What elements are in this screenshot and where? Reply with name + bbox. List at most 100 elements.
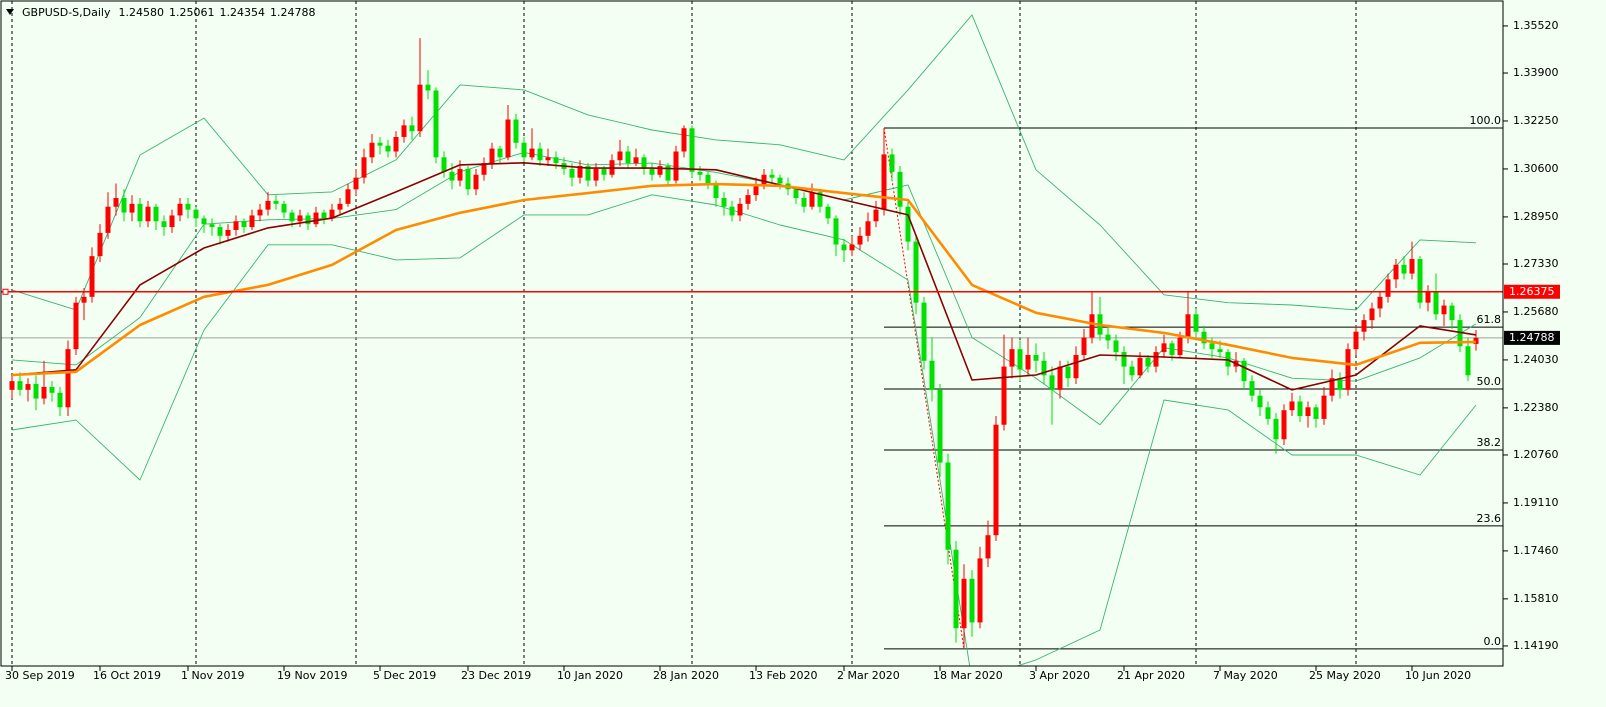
candle-body [817,192,823,207]
candle-body [825,206,831,219]
candle-body [897,171,903,207]
candle-body [1273,418,1279,440]
candle-body [801,198,807,207]
candle-body [993,424,999,536]
indicator-line [11,151,1477,426]
candle-body [673,151,679,181]
candle-body [257,209,263,216]
x-tick-label: 19 Nov 2019 [277,669,347,682]
candle-body [25,384,31,390]
candle-body [1169,343,1175,355]
candle-body [441,157,447,172]
candle-body [425,84,431,91]
candle-body [497,148,503,158]
candle-body [729,206,735,216]
candle-body [1337,378,1343,390]
candle-body [569,168,575,178]
candle-body [793,189,799,199]
candle-body [585,166,591,181]
candle-body [593,168,599,181]
candle-body [1265,407,1271,419]
x-tick-label: 13 Feb 2020 [749,669,817,682]
x-tick-label: 10 Jun 2020 [1405,669,1471,682]
candle-body [489,148,495,164]
candle-body [297,215,303,222]
x-tick-label: 2 Mar 2020 [837,669,900,682]
candle-body [633,157,639,164]
candle-body [929,360,935,390]
candle-body [545,157,551,161]
candle-body [1433,291,1439,315]
candle-body [33,384,39,399]
indicator-line [11,182,1477,377]
candle-body [81,296,87,303]
candle-body [1049,375,1055,390]
candle-body [1449,305,1455,321]
chart-title: GBPUSD-S,Daily [22,6,111,19]
y-tick-label: 1.14190 [1513,639,1559,652]
candle-body [921,302,927,361]
fib-level-label: 23.6 [1477,512,1502,525]
y-tick-label: 1.17460 [1513,544,1559,557]
level-marker [2,288,9,295]
candle-body [833,218,839,245]
candle-body [137,203,143,222]
candle-body [721,198,727,207]
candle-body [657,166,663,175]
quote-value: 1.24580 [119,6,165,19]
candle-body [865,221,871,236]
candle-body [193,209,199,219]
candle-body [1361,320,1367,332]
quote-value: 1.24788 [270,6,316,19]
quote-value: 1.25061 [169,6,215,19]
x-tick-label: 21 Apr 2020 [1117,669,1185,682]
candle-body [465,168,471,190]
y-tick-label: 1.15810 [1513,592,1559,605]
x-tick-label: 5 Dec 2019 [373,669,436,682]
candle-body [529,148,535,158]
candle-body [649,168,655,175]
candle-body [329,209,335,219]
candle-body [969,578,975,623]
candle-body [681,128,687,152]
candle-body [737,203,743,216]
plot-area: 100.0 61.8 50.0 38.2 23.6 0.0 [1,1,1503,666]
x-tick-label: 23 Dec 2019 [461,669,531,682]
candle-body [409,125,415,132]
y-tick-label: 1.24030 [1513,353,1559,366]
candle-body [953,549,959,629]
x-tick-label: 28 Jan 2020 [653,669,719,682]
candle-body [1201,331,1207,344]
y-tick-label: 1.25680 [1513,305,1559,318]
candle-body [1417,259,1423,303]
candle-body [169,215,175,228]
candle-body [1425,291,1431,303]
candle-body [385,145,391,152]
candle-body [289,212,295,222]
candle-body [65,349,71,408]
candle-body [1025,354,1031,370]
candle-body [1105,334,1111,341]
quote-value: 1.24354 [220,6,266,19]
candle-body [1209,343,1215,350]
candle-body [625,151,631,164]
candle-body [1113,340,1119,353]
candle-body [161,221,167,228]
candle-body [537,148,543,161]
candle-body [1297,401,1303,417]
candle-body [313,212,319,225]
candle-body [889,154,895,172]
candle-body [201,218,207,225]
candle-body [1289,401,1295,411]
candle-body [49,386,55,393]
candle-body [809,192,815,207]
fib-level-label: 38.2 [1477,436,1502,449]
candle-body [1345,349,1351,390]
candle-body [1017,349,1023,370]
candle-body [41,386,47,399]
candle-body [1441,305,1447,315]
candle-body [1465,346,1471,376]
candle-body [1217,349,1223,353]
candle-body [97,232,103,257]
